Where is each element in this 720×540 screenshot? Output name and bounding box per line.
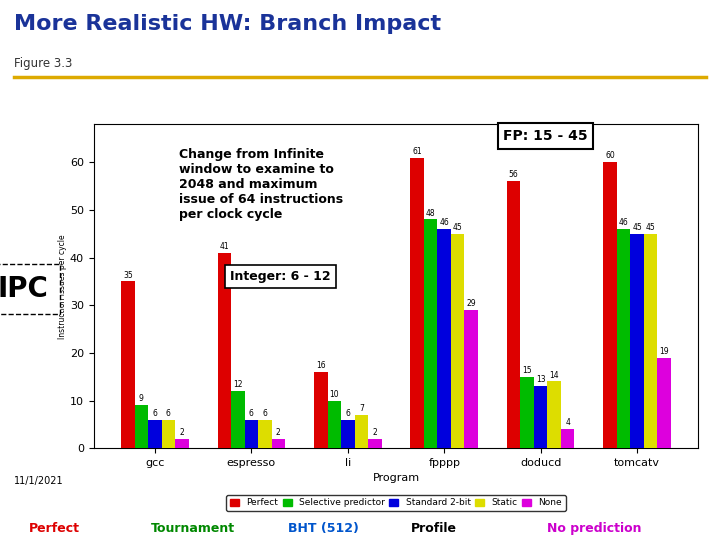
Text: BHT (512): BHT (512)	[288, 522, 359, 535]
Bar	[354, 415, 368, 448]
Text: 16: 16	[316, 361, 325, 370]
Bar	[258, 420, 271, 448]
Text: Profile: Profile	[410, 522, 456, 535]
Text: 12: 12	[233, 380, 243, 389]
Bar	[121, 281, 135, 448]
Bar	[217, 253, 231, 448]
Bar	[410, 158, 424, 448]
Text: 6: 6	[346, 409, 350, 418]
Bar	[271, 438, 285, 448]
Text: 15: 15	[523, 366, 532, 375]
Bar	[161, 420, 175, 448]
Text: Figure 3.3: Figure 3.3	[14, 57, 73, 70]
Bar	[561, 429, 575, 448]
Bar	[314, 372, 328, 448]
Text: 61: 61	[413, 147, 422, 156]
Legend: Perfect, Selective predictor, Standard 2-bit, Static, None: Perfect, Selective predictor, Standard 2…	[227, 495, 565, 511]
Text: 7: 7	[359, 404, 364, 413]
Text: Tournament: Tournament	[151, 522, 235, 535]
Bar	[341, 420, 354, 448]
Text: 14: 14	[549, 370, 559, 380]
Bar	[368, 438, 382, 448]
Bar	[521, 377, 534, 448]
Text: Integer: 6 - 12: Integer: 6 - 12	[230, 269, 330, 282]
Text: 11/1/2021: 11/1/2021	[14, 476, 64, 486]
Bar	[464, 310, 478, 448]
Text: 6: 6	[249, 409, 253, 418]
Bar	[617, 229, 631, 448]
Bar	[231, 391, 245, 448]
Text: 46: 46	[439, 218, 449, 227]
Text: 45: 45	[646, 223, 655, 232]
Bar	[328, 401, 341, 448]
Text: No prediction: No prediction	[547, 522, 642, 535]
Bar	[424, 219, 438, 448]
Text: IPC: IPC	[0, 275, 48, 303]
Bar	[451, 234, 464, 448]
Text: 45: 45	[453, 223, 463, 232]
Text: 2: 2	[372, 428, 377, 437]
Bar	[438, 229, 451, 448]
Bar	[148, 420, 161, 448]
Text: 60: 60	[606, 151, 615, 160]
Text: 41: 41	[220, 242, 229, 251]
Text: 45: 45	[632, 223, 642, 232]
Text: 6: 6	[262, 409, 267, 418]
Bar	[547, 381, 561, 448]
Text: 35: 35	[123, 271, 132, 280]
Bar	[135, 406, 148, 448]
Bar	[175, 438, 189, 448]
Text: 46: 46	[618, 218, 629, 227]
Bar	[657, 357, 671, 448]
Text: 6: 6	[153, 409, 157, 418]
Y-axis label: Instruction Issues per cycle: Instruction Issues per cycle	[58, 234, 67, 339]
Text: 9: 9	[139, 394, 144, 403]
Bar	[631, 234, 644, 448]
Text: Perfect: Perfect	[29, 522, 80, 535]
Bar	[245, 420, 258, 448]
Bar	[603, 163, 617, 448]
Text: 29: 29	[467, 299, 476, 308]
Text: More Realistic HW: Branch Impact: More Realistic HW: Branch Impact	[14, 14, 441, 33]
Text: Change from Infinite
window to examine to
2048 and maximum
issue of 64 instructi: Change from Infinite window to examine t…	[179, 148, 343, 221]
Bar	[507, 181, 521, 448]
Text: 48: 48	[426, 208, 436, 218]
Text: 56: 56	[509, 171, 518, 179]
Text: 4: 4	[565, 418, 570, 427]
X-axis label: Program: Program	[372, 474, 420, 483]
Text: 13: 13	[536, 375, 546, 384]
Text: 2: 2	[179, 428, 184, 437]
Text: 6: 6	[166, 409, 171, 418]
Text: 2: 2	[276, 428, 281, 437]
Bar	[644, 234, 657, 448]
Text: FP: 15 - 45: FP: 15 - 45	[503, 129, 588, 143]
Text: 19: 19	[660, 347, 669, 356]
Text: 10: 10	[330, 390, 339, 399]
Bar	[534, 386, 547, 448]
